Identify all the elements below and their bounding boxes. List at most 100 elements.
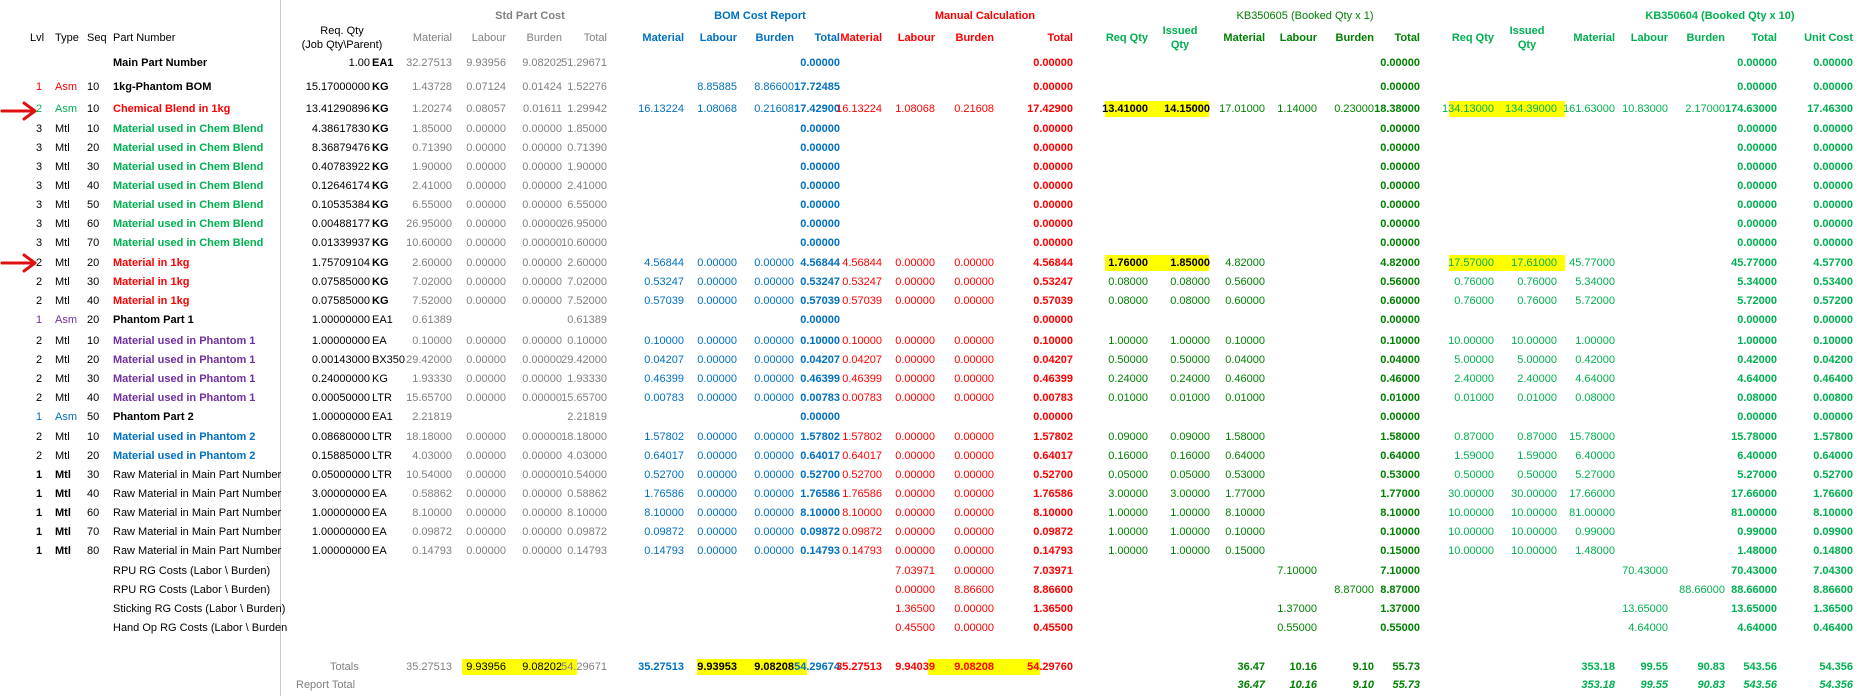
- cell-bom-cost: 0.00000: [754, 526, 794, 538]
- cell-man-cost: 0.00000: [954, 488, 994, 500]
- cell-std-cost: 0.00000: [522, 276, 562, 288]
- col-header-part-number: Part Number: [113, 32, 176, 44]
- cell-std-cost: 0.00000: [466, 180, 506, 192]
- col-header-bom-total: Total: [814, 32, 840, 44]
- cell-kb10-cost: 81.00000: [1569, 507, 1615, 519]
- col-header-type: Type: [55, 32, 79, 44]
- cell-std-cost: 0.00000: [522, 488, 562, 500]
- cell-kb10-total: 0.00000: [1737, 199, 1777, 211]
- cell-std-cost: 15.65700: [406, 392, 452, 404]
- cell-bom-total: 0.64017: [800, 450, 840, 462]
- cell-bom-total: 0.00000: [800, 123, 840, 135]
- cell-seq: 30: [87, 469, 100, 481]
- cell-kb1-issued-qty: 1.00000: [1170, 335, 1210, 347]
- cell-man-cost: 4.56844: [842, 257, 882, 269]
- report-total-unit: 54.356: [1819, 679, 1853, 691]
- cell-kb10-cost: 45.77000: [1569, 257, 1615, 269]
- cell-uom: EA: [372, 335, 387, 347]
- cell-std-cost: 0.00000: [522, 545, 562, 557]
- cell-kb10-issued-qty: 30.00000: [1511, 488, 1557, 500]
- highlight-cell: [1105, 255, 1209, 271]
- cell-kb1-total: 0.00000: [1380, 161, 1420, 173]
- cell-bom-cost: 0.00000: [697, 545, 737, 557]
- cell-kb1-issued-qty: 0.08000: [1170, 295, 1210, 307]
- cell-unit-cost: 0.00000: [1813, 411, 1853, 423]
- cell-std-cost: 0.01424: [522, 81, 562, 93]
- cell-kb10-total: 0.08000: [1737, 392, 1777, 404]
- cell-kb10-cost: 10.83000: [1622, 103, 1668, 115]
- cell-uom: KG: [372, 180, 389, 192]
- cell-man-total: 17.42900: [1027, 103, 1073, 115]
- cell-bom-total: 1.57802: [800, 431, 840, 443]
- cell-bom-cost: 0.00000: [697, 450, 737, 462]
- cell-seq: 20: [87, 450, 100, 462]
- totals-bom: 9.08208: [754, 661, 794, 673]
- cell-uom: EA1: [372, 57, 394, 69]
- cell-bom-total: 0.00000: [800, 142, 840, 154]
- cell-std-cost: 2.60000: [567, 257, 607, 269]
- cell-unit-cost: 1.76600: [1813, 488, 1853, 500]
- cell-bom-cost: 0.00000: [697, 469, 737, 481]
- cell-std-cost: 1.29942: [567, 103, 607, 115]
- cell-part-number: Material used in Phantom 1: [113, 335, 256, 347]
- cell-kb10-total: 0.00000: [1737, 123, 1777, 135]
- cell-std-cost: 4.03000: [567, 450, 607, 462]
- cell-std-cost: 0.09872: [412, 526, 452, 538]
- cell-rg-unit-cost: 0.46400: [1813, 622, 1853, 634]
- cell-type: Mtl: [55, 450, 70, 462]
- cell-man-cost: 0.00000: [895, 545, 935, 557]
- cell-req-qty: 0.12646174: [311, 180, 370, 192]
- cell-lvl: 1: [36, 411, 43, 423]
- cell-std-cost: 18.18000: [561, 431, 607, 443]
- cell-std-cost: 2.21819: [412, 411, 452, 423]
- cell-kb1-total: 0.00000: [1380, 142, 1420, 154]
- cell-std-cost: 0.00000: [522, 142, 562, 154]
- cell-rg-kb10-cost: 4.64000: [1628, 622, 1668, 634]
- cell-seq: 10: [87, 335, 100, 347]
- report-total-kb10: 543.56: [1743, 679, 1777, 691]
- cell-kb1-total: 0.00000: [1380, 81, 1420, 93]
- cell-std-cost: 0.00000: [466, 199, 506, 211]
- cell-type: Asm: [55, 314, 77, 326]
- cell-unit-cost: 0.52700: [1813, 469, 1853, 481]
- cell-seq: 80: [87, 545, 100, 557]
- cell-type: Mtl: [55, 545, 71, 557]
- cell-unit-cost: 0.00800: [1813, 392, 1853, 404]
- cell-seq: 60: [87, 218, 100, 230]
- cell-bom-cost: 4.56844: [644, 257, 684, 269]
- col-header-req-qty-sub: (Job Qty\Parent): [301, 39, 383, 51]
- cell-req-qty: 1.00: [348, 57, 370, 69]
- cell-std-cost: 0.00000: [466, 526, 506, 538]
- cell-part-number: Raw Material in Main Part Number: [113, 469, 282, 481]
- cell-std-cost: 0.01611: [523, 103, 562, 115]
- report-total-kb1: 10.16: [1289, 679, 1317, 691]
- cell-man-cost: 0.00000: [954, 431, 994, 443]
- col-header-bom-labour: Labour: [699, 32, 737, 44]
- cell-kb10-req-qty: 5.00000: [1454, 354, 1494, 366]
- cell-seq: 10: [87, 431, 100, 443]
- col-header-kb10-issued-qty: Qty: [1517, 39, 1537, 51]
- cell-std-cost: 51.29671: [561, 57, 607, 69]
- cell-bom-cost: 0.00000: [697, 507, 737, 519]
- cell-man-cost: 0.00000: [954, 335, 994, 347]
- cell-bom-cost: 0.00000: [754, 257, 794, 269]
- cell-unit-cost: 0.00000: [1813, 161, 1853, 173]
- cell-bom-total: 0.52700: [800, 469, 840, 481]
- cell-kb10-total: 0.00000: [1737, 180, 1777, 192]
- cell-unit-cost: 0.00000: [1813, 199, 1853, 211]
- cell-part-number: Material used in Phantom 1: [113, 354, 256, 366]
- cell-man-cost: 1.08068: [895, 103, 935, 115]
- cell-rg-kb10-total: 13.65000: [1731, 603, 1777, 615]
- totals-kb10: 99.55: [1640, 661, 1668, 673]
- cell-unit-cost: 0.46400: [1813, 373, 1853, 385]
- cell-man-cost: 0.00000: [895, 276, 935, 288]
- highlight-cell: [462, 659, 577, 675]
- totals-kb10: 543.56: [1743, 661, 1777, 673]
- cell-uom: LTR: [372, 469, 392, 481]
- cell-std-cost: 1.93330: [567, 373, 607, 385]
- cell-req-qty: 1.00000000: [311, 545, 370, 557]
- cell-uom: EA: [372, 507, 387, 519]
- cell-man-total: 0.00000: [1033, 411, 1073, 423]
- cell-kb1-issued-qty: 0.08000: [1170, 276, 1210, 288]
- cell-std-cost: 0.00000: [522, 295, 562, 307]
